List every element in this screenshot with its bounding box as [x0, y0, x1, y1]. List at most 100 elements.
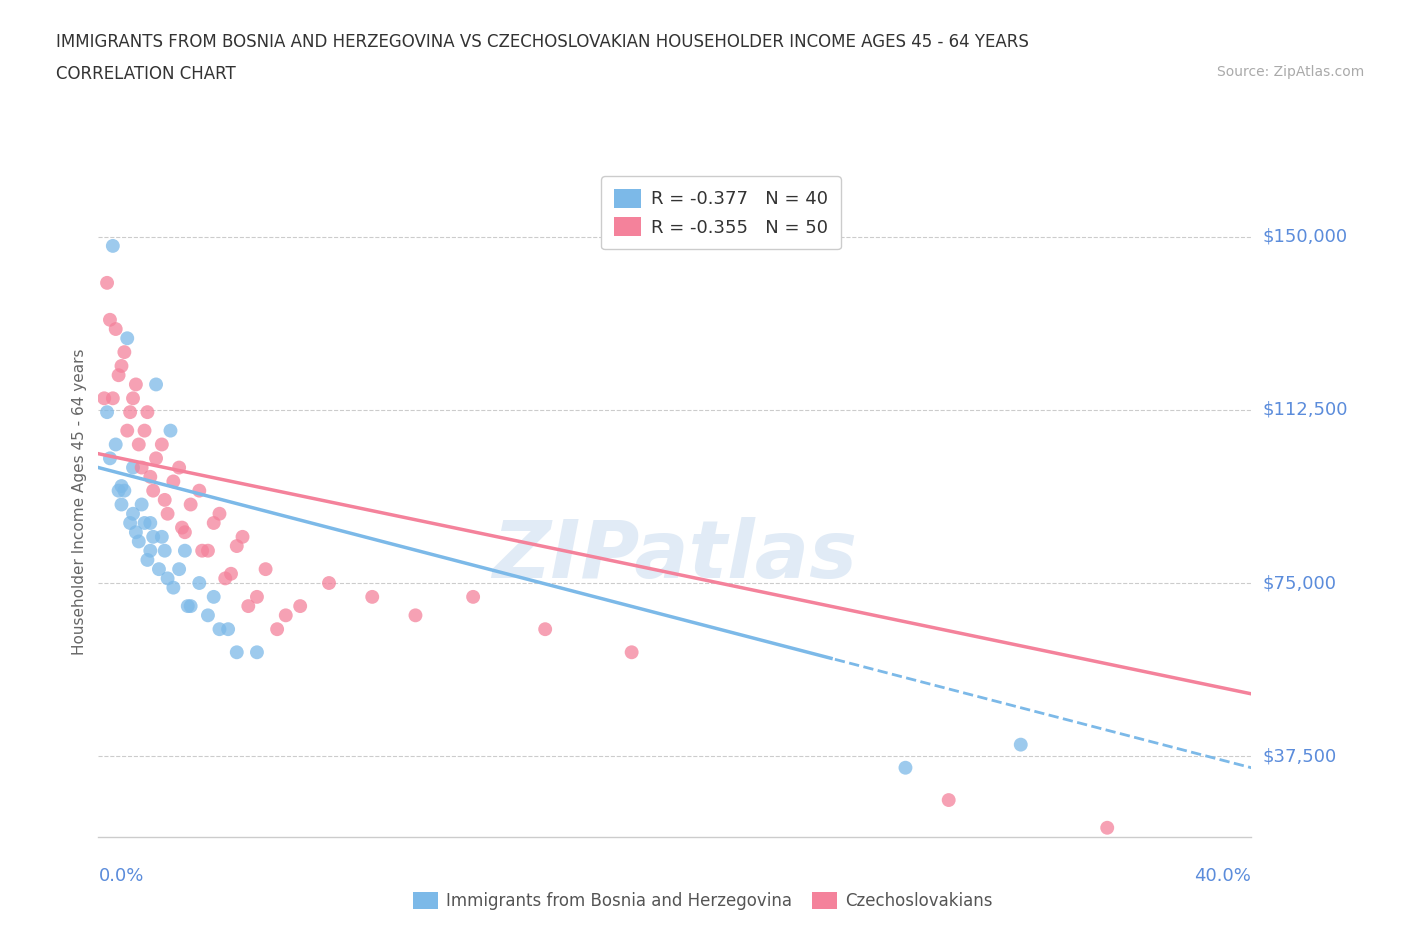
Point: [153, 493, 176, 508]
Point: [197, 608, 219, 623]
Point: [217, 622, 239, 637]
Point: [98, 312, 121, 327]
Point: [162, 474, 184, 489]
Point: [534, 622, 557, 637]
Point: [174, 543, 197, 558]
Point: [125, 525, 148, 539]
Point: [150, 437, 173, 452]
Point: [139, 543, 162, 558]
Point: [180, 497, 202, 512]
Point: [145, 377, 167, 392]
Point: [156, 571, 179, 586]
Point: [128, 437, 150, 452]
Point: [139, 515, 162, 530]
Point: [1097, 820, 1119, 835]
Point: [202, 515, 225, 530]
Text: 40.0%: 40.0%: [1195, 867, 1251, 885]
Point: [219, 566, 242, 581]
Point: [170, 520, 193, 535]
Text: CORRELATION CHART: CORRELATION CHART: [56, 65, 236, 83]
Point: [214, 571, 236, 586]
Point: [159, 423, 181, 438]
Point: [1010, 737, 1032, 752]
Point: [246, 644, 269, 659]
Point: [131, 460, 153, 475]
Y-axis label: Householder Income Ages 45 - 64 years: Householder Income Ages 45 - 64 years: [72, 349, 87, 656]
Point: [134, 515, 156, 530]
Point: [142, 484, 165, 498]
Point: [153, 543, 176, 558]
Point: [110, 479, 132, 494]
Point: [197, 543, 219, 558]
Point: [139, 470, 162, 485]
Text: $37,500: $37,500: [1263, 747, 1337, 765]
Text: IMMIGRANTS FROM BOSNIA AND HERZEGOVINA VS CZECHOSLOVAKIAN HOUSEHOLDER INCOME AGE: IMMIGRANTS FROM BOSNIA AND HERZEGOVINA V…: [56, 33, 1029, 50]
Point: [290, 599, 312, 614]
Point: [125, 377, 148, 392]
Point: [93, 391, 115, 405]
Point: [101, 238, 124, 253]
Point: [110, 497, 132, 512]
Point: [188, 484, 211, 498]
Point: [134, 423, 156, 438]
Point: [156, 506, 179, 521]
Point: [231, 529, 254, 544]
Point: [167, 562, 190, 577]
Point: [120, 405, 142, 419]
Point: [104, 437, 127, 452]
Text: 0.0%: 0.0%: [98, 867, 143, 885]
Point: [148, 562, 170, 577]
Point: [104, 322, 127, 337]
Point: [128, 534, 150, 549]
Point: [174, 525, 197, 539]
Point: [177, 599, 200, 614]
Point: [96, 275, 118, 290]
Legend: Immigrants from Bosnia and Herzegovina, Czechoslovakians: Immigrants from Bosnia and Herzegovina, …: [406, 885, 1000, 917]
Point: [361, 590, 384, 604]
Point: [202, 590, 225, 604]
Point: [112, 484, 135, 498]
Point: [208, 622, 231, 637]
Point: [122, 391, 145, 405]
Point: [894, 761, 917, 776]
Point: [225, 538, 247, 553]
Point: [238, 599, 260, 614]
Point: [117, 423, 138, 438]
Point: [98, 451, 121, 466]
Point: [274, 608, 297, 623]
Point: [131, 497, 153, 512]
Point: [208, 506, 231, 521]
Text: Source: ZipAtlas.com: Source: ZipAtlas.com: [1216, 65, 1364, 79]
Point: [266, 622, 288, 637]
Point: [620, 644, 643, 659]
Point: [405, 608, 427, 623]
Point: [136, 552, 159, 567]
Point: [122, 506, 145, 521]
Point: [107, 484, 129, 498]
Text: $75,000: $75,000: [1263, 574, 1337, 592]
Point: [117, 331, 138, 346]
Point: [162, 580, 184, 595]
Point: [188, 576, 211, 591]
Point: [142, 529, 165, 544]
Point: [191, 543, 214, 558]
Point: [254, 562, 277, 577]
Point: [318, 576, 340, 591]
Point: [938, 792, 960, 807]
Point: [145, 451, 167, 466]
Point: [225, 644, 247, 659]
Legend: R = -0.377   N = 40, R = -0.355   N = 50: R = -0.377 N = 40, R = -0.355 N = 50: [600, 177, 841, 249]
Point: [122, 460, 145, 475]
Text: $150,000: $150,000: [1263, 228, 1347, 246]
Point: [461, 590, 484, 604]
Point: [150, 529, 173, 544]
Text: $112,500: $112,500: [1263, 401, 1348, 418]
Point: [136, 405, 159, 419]
Point: [112, 345, 135, 360]
Text: ZIPatlas: ZIPatlas: [492, 517, 858, 595]
Point: [246, 590, 269, 604]
Point: [101, 391, 124, 405]
Point: [167, 460, 190, 475]
Point: [110, 359, 132, 374]
Point: [96, 405, 118, 419]
